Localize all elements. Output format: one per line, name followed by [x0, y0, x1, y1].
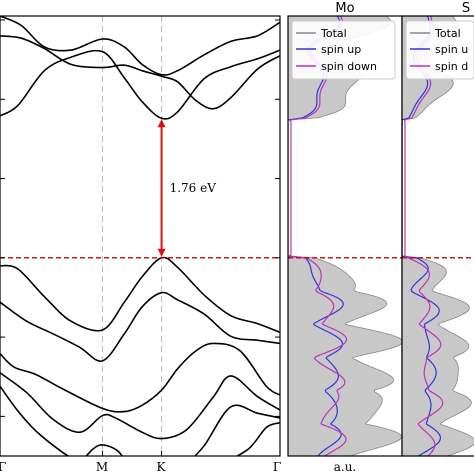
gap-arrow-head-bottom — [157, 248, 166, 257]
x-tick-label-m: M — [96, 460, 108, 474]
gap-label: 1.76 eV — [170, 181, 217, 195]
valence-band-7 — [0, 385, 70, 456]
s-dos-panel: S Total spin u spin d — [401, 1, 474, 457]
valence-band-5 — [0, 342, 280, 413]
gap-arrow — [157, 119, 166, 257]
mo-legend-label-total: Total — [320, 27, 347, 40]
band-panel-frame — [0, 15, 281, 457]
mo-dos-panel: Mo a.u. Total spin up spin down — [287, 1, 403, 474]
s-legend-label-down: spin d — [435, 60, 468, 73]
s-spin-down-curve — [403, 16, 444, 456]
valence-band-8 — [85, 444, 124, 456]
high-symmetry-lines — [101, 16, 163, 456]
x-tick-label-k: K — [157, 460, 167, 474]
mo-spin-down-curve — [289, 16, 348, 456]
gap-arrow-head-top — [157, 119, 166, 128]
mo-legend-label-down: spin down — [321, 60, 377, 73]
band-curves — [0, 16, 280, 456]
valence-band-10 — [235, 421, 280, 456]
s-spin-up-curve — [402, 16, 442, 456]
mo-total-dos-area — [288, 16, 402, 456]
x-tick-label-gamma-start: Γ — [0, 460, 6, 474]
mo-legend-label-up: spin up — [321, 43, 361, 56]
mo-legend-box — [291, 20, 396, 80]
valence-band-6 — [0, 372, 280, 440]
s-legend-box — [405, 20, 474, 80]
mo-panel-title: Mo — [335, 1, 354, 16]
conduction-band-0 — [0, 49, 280, 120]
s-total-dos-outline — [402, 16, 474, 456]
mo-x-label: a.u. — [334, 460, 357, 474]
s-panel-title: S — [462, 1, 470, 16]
s-legend-label-total: Total — [434, 27, 461, 40]
x-tick-label-gamma-end: Γ — [273, 460, 281, 474]
s-legend: Total spin u spin d — [405, 20, 474, 80]
s-total-dos-area — [402, 16, 474, 456]
conduction-band-2 — [0, 16, 280, 76]
valence-band-4 — [0, 291, 280, 362]
valence-band-3 — [0, 256, 280, 334]
conduction-band-1 — [0, 35, 280, 110]
valence-band-9 — [193, 404, 280, 456]
x-axis-ticks — [0, 451, 281, 456]
mo-legend: Total spin up spin down — [291, 20, 396, 80]
mo-total-dos-outline — [288, 16, 402, 456]
band-structure-panel: 1.76 eV Γ M K Γ — [0, 15, 281, 474]
s-legend-label-up: spin u — [435, 43, 468, 56]
mo-spin-up-curve — [288, 16, 344, 456]
y-axis-ticks — [0, 19, 280, 417]
